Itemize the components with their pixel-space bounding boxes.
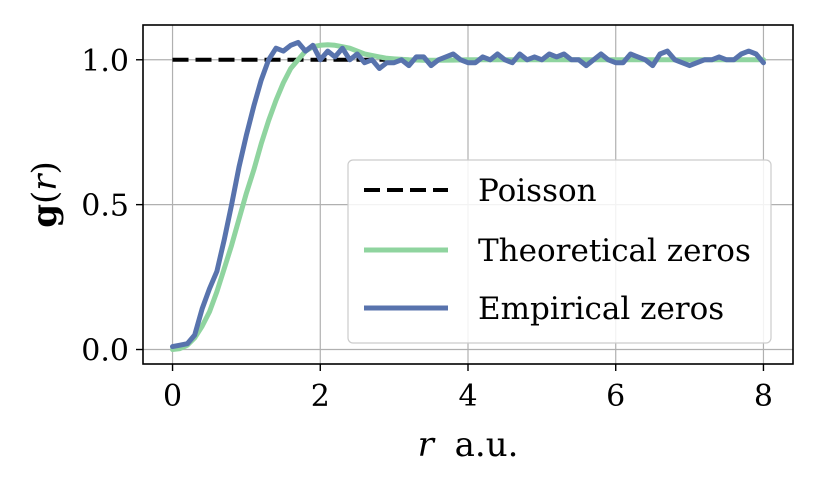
x-tick-label: 6: [606, 379, 625, 414]
legend-box: [347, 159, 772, 344]
x-tick-label: 2: [311, 379, 330, 414]
y-axis-function: g: [25, 204, 65, 228]
y-axis-label: g(r): [25, 161, 65, 228]
x-axis-variable: r: [418, 425, 436, 465]
legend-label-theoretical-zeros: Theoretical zeros: [478, 233, 751, 269]
y-axis-variable: r: [25, 173, 65, 191]
x-tick-label: 8: [754, 379, 773, 414]
x-tick-label: 0: [163, 379, 182, 414]
legend-label-poisson: Poisson: [478, 173, 597, 209]
series-line-empirical-zeros: [170, 39, 766, 350]
x-axis-label: r a.u.: [418, 425, 519, 465]
plot-area: [170, 39, 766, 352]
legend: Poisson Theoretical zeros Empirical zero…: [347, 159, 772, 344]
y-tick-label: 0.5: [81, 189, 129, 224]
x-tick-label: 4: [458, 379, 477, 414]
legend-label-empirical-zeros: Empirical zeros: [478, 291, 724, 327]
ticks: 0 2 4 6 8 0.0 0.5 1.0: [81, 44, 773, 414]
y-tick-label: 0.0: [81, 334, 129, 369]
y-tick-label: 1.0: [81, 44, 129, 79]
series-line-theoretical-zeros: [170, 42, 766, 352]
x-axis-unit: a.u.: [455, 425, 519, 465]
